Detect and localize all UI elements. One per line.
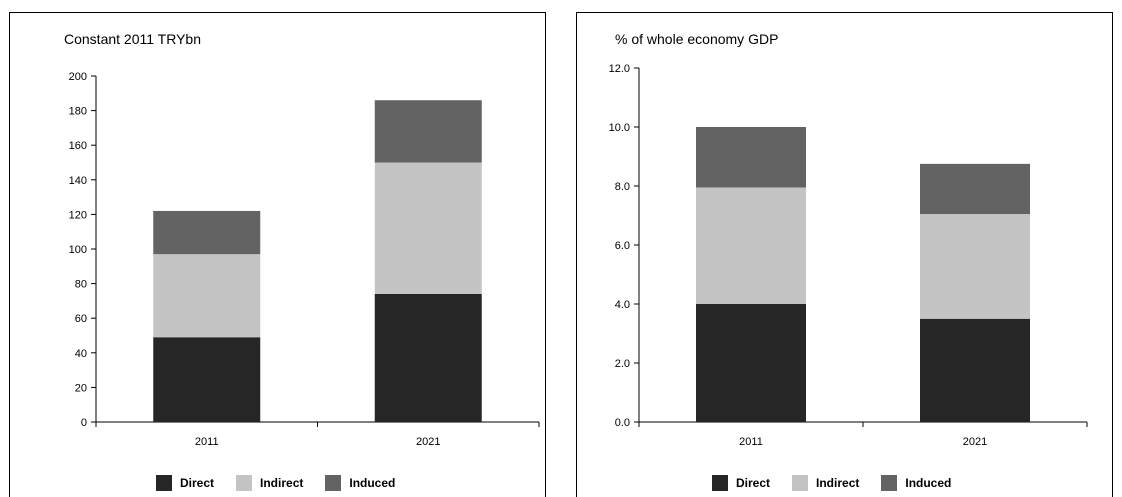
x-tick-label: 2011 [739,436,763,448]
legend-item-direct: Direct [712,475,770,491]
legend-item-indirect: Indirect [236,475,303,491]
y-tick-label: 2.0 [615,358,630,370]
y-tick-label: 60 [75,313,87,325]
y-tick-label: 140 [69,175,87,187]
chart-title: % of whole economy GDP [615,31,779,47]
legend-swatch [325,475,342,491]
legend-label: Indirect [260,476,304,490]
bar-indirect-2011 [153,254,261,338]
bar-indirect-2021 [920,214,1030,319]
bar-induced-2011 [696,127,806,188]
x-tick-label: 2021 [416,436,440,448]
legend-label: Direct [180,476,215,490]
legend-item-induced: Induced [325,475,395,491]
legend-label: Indirect [816,476,860,490]
chart-plot-area: 0.0 2.0 4.0 6.0 8.0 10.0 12.0 2011 2021 [609,63,1088,448]
chart-title: Constant 2011 TRYbn [64,31,201,47]
y-tick-label: 4.0 [615,299,630,311]
y-tick-label: 20 [75,382,87,394]
y-tick-label: 160 [69,140,87,152]
y-tick-label: 8.0 [615,181,630,193]
chart-plot-area: 0 20 40 60 80 100 120 140 160 180 200 2011 2021 [69,71,540,448]
y-tick-label: 0.0 [615,417,630,429]
y-tick-label: 12.0 [609,63,630,75]
x-tick-label: 2011 [195,436,219,448]
chart-legend: Direct Indirect Induced [156,473,417,493]
legend-item-direct: Direct [156,475,214,491]
y-tick-label: 180 [69,106,87,118]
y-tick-label: 200 [69,71,87,83]
y-tick-label: 10.0 [609,122,630,134]
bar-indirect-2021 [374,162,482,294]
legend-label: Induced [349,476,396,490]
legend-swatch [792,475,809,491]
bar-direct-2021 [374,293,482,422]
legend-label: Direct [736,476,771,490]
legend-label: Induced [905,476,952,490]
x-tick-label: 2021 [963,436,987,448]
y-tick-label: 100 [69,244,87,256]
legend-item-indirect: Indirect [792,475,859,491]
chart-panel-gdp-share: % of whole economy GDP 0.0 2.0 4.0 6.0 8.0 10… [576,12,1113,497]
y-tick-label: 0 [81,417,87,429]
bar-direct-2021 [920,318,1030,422]
bar-indirect-2011 [696,187,806,304]
y-tick-label: 6.0 [615,240,630,252]
legend-swatch [156,475,172,491]
chart-panel-gdp-constant: Constant 2011 TRYbn 0 20 40 60 80 100 120 140 16… [9,12,546,497]
y-tick-label: 40 [75,348,87,360]
legend-swatch [236,475,253,491]
bar-direct-2011 [153,337,261,422]
legend-swatch [712,475,728,491]
chart-legend: Direct Indirect Induced [712,473,973,493]
bar-induced-2021 [374,100,482,163]
bar-induced-2011 [153,210,261,255]
y-tick-label: 80 [75,279,87,291]
legend-item-induced: Induced [881,475,951,491]
bar-direct-2011 [696,304,806,422]
legend-swatch [881,475,898,491]
bar-induced-2021 [920,163,1030,215]
y-tick-label: 120 [69,209,87,221]
